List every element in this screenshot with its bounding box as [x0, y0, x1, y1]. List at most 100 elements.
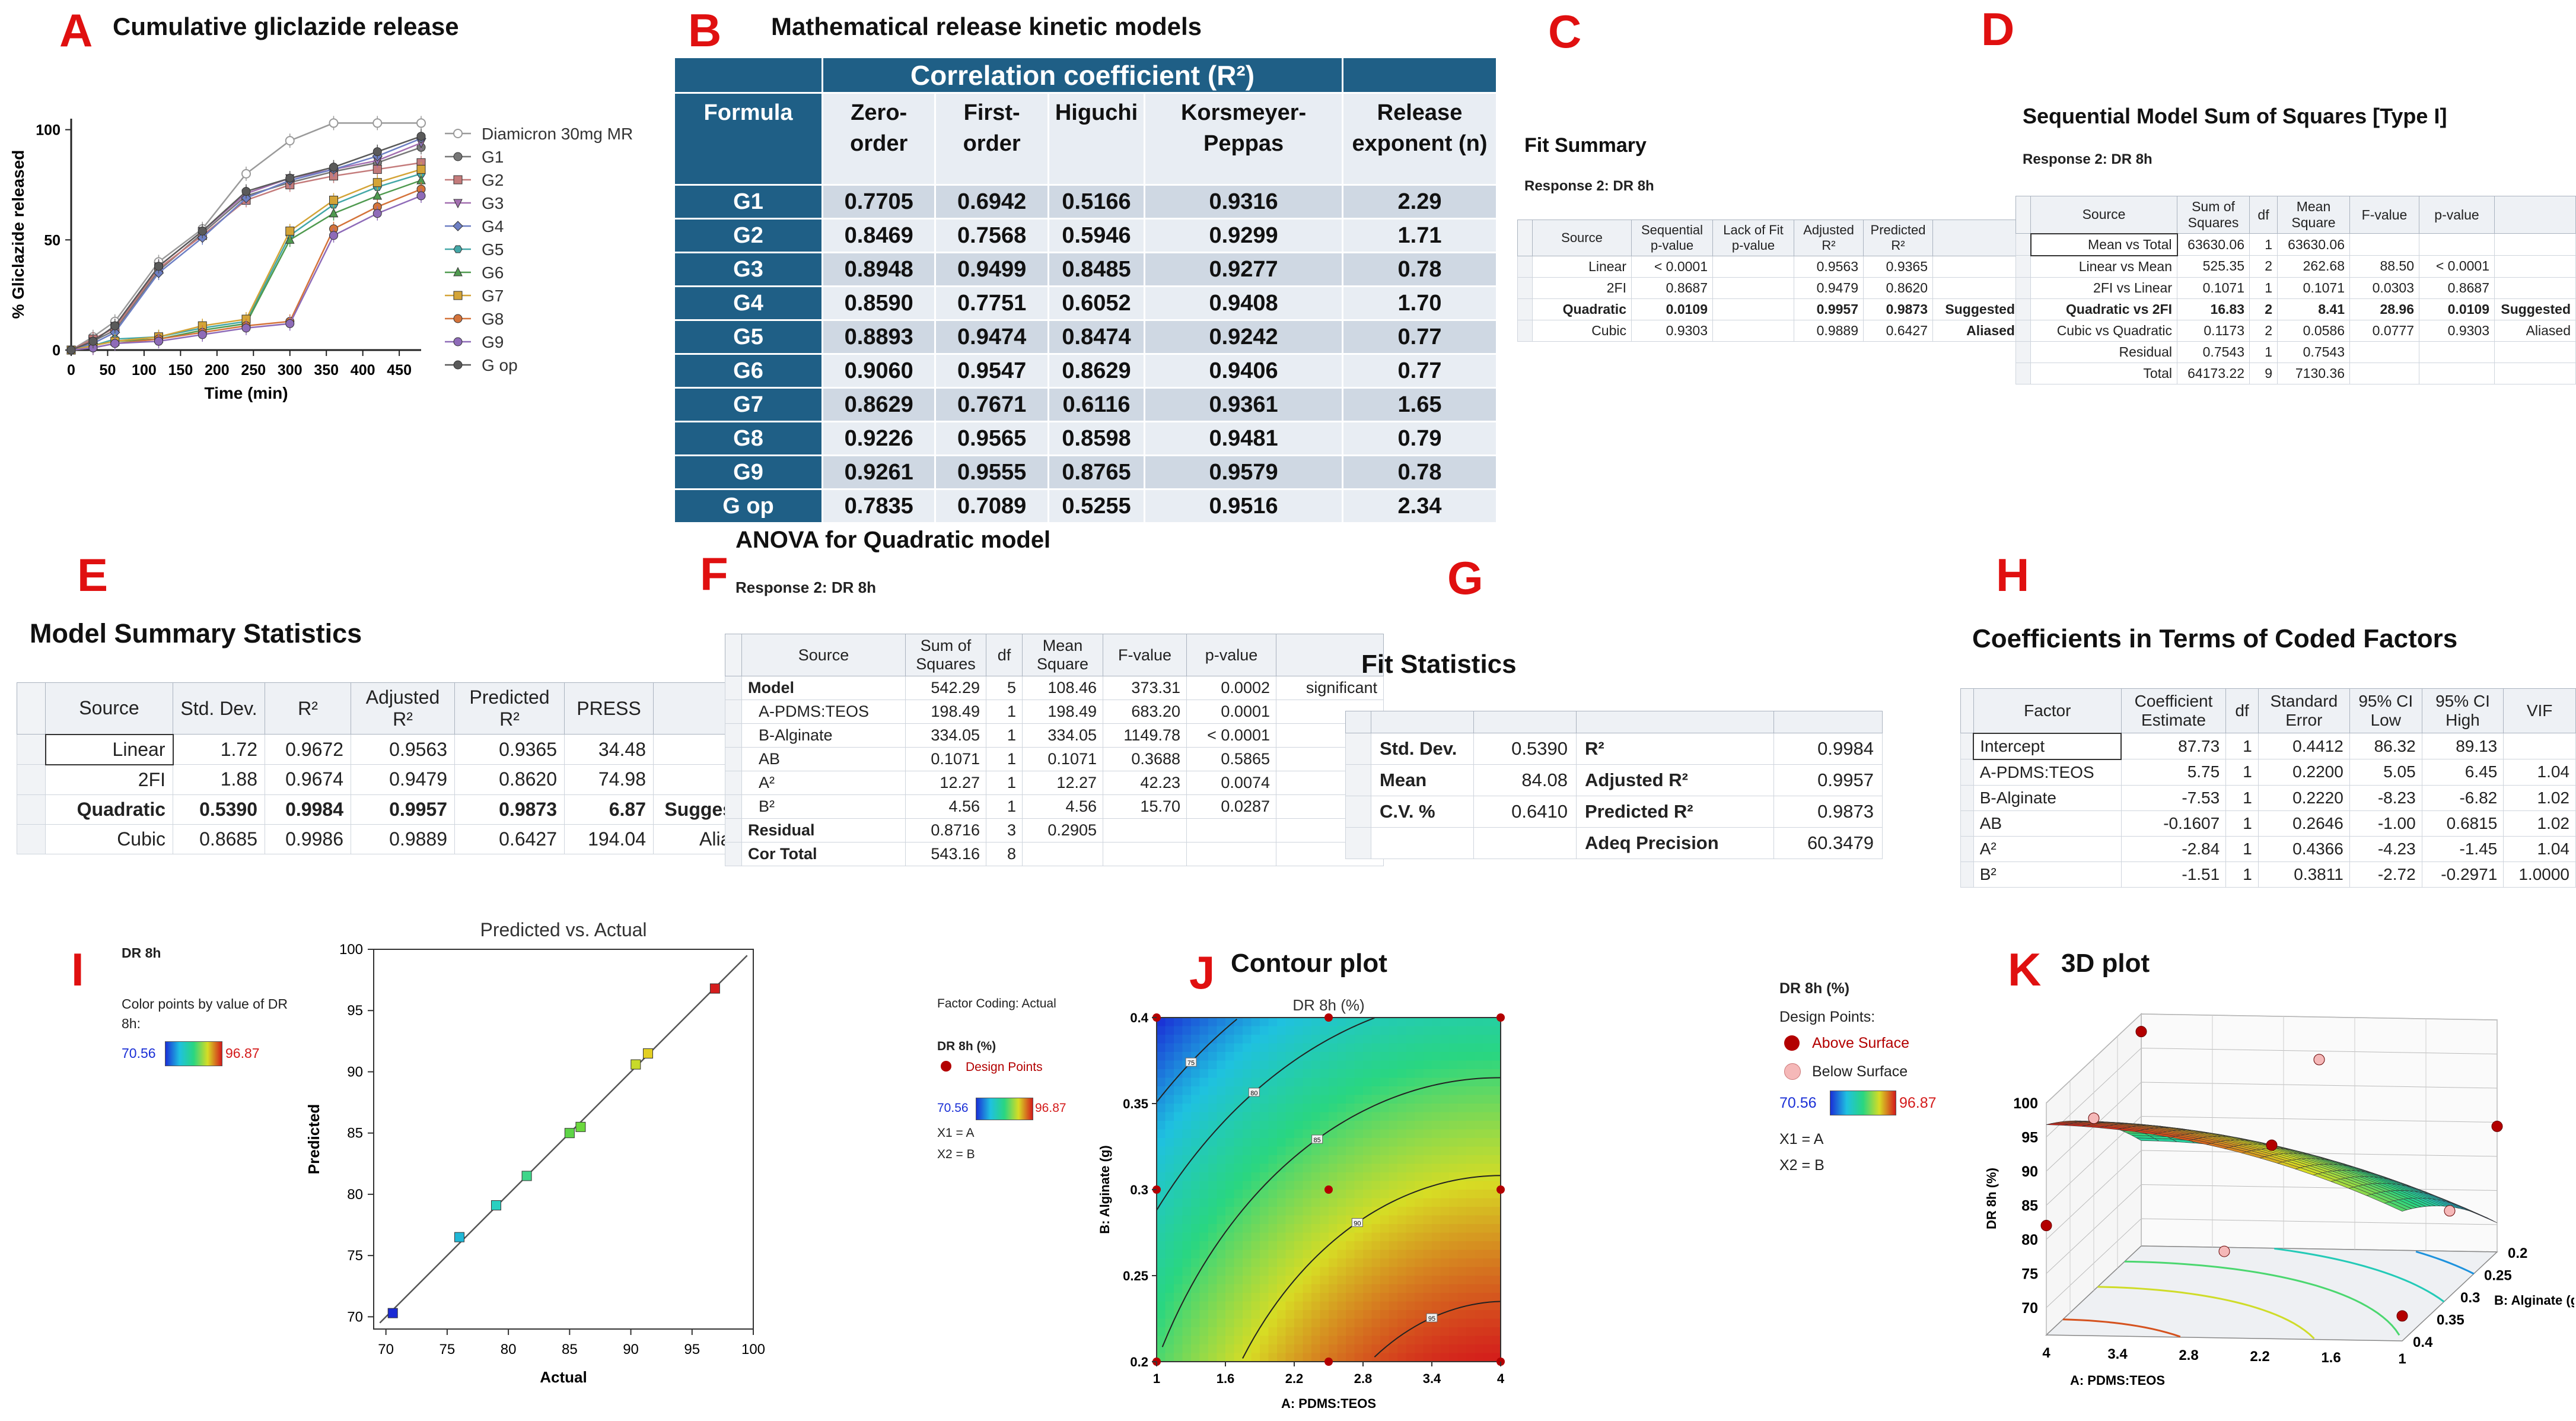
- contour-cell: [1423, 1026, 1432, 1035]
- contour-cell: [1285, 1181, 1295, 1190]
- contour-cell: [1191, 1121, 1201, 1130]
- panel-letter-h: H: [1996, 549, 2030, 601]
- contour-cell: [1251, 1224, 1260, 1234]
- contour-cell: [1380, 1336, 1390, 1345]
- contour-cell: [1251, 1052, 1260, 1061]
- panel-letter-b: B: [688, 4, 722, 56]
- contour-cell: [1182, 1138, 1192, 1147]
- contour-cell: [1225, 1232, 1235, 1242]
- contour-cell: [1380, 1190, 1390, 1199]
- contour-cell: [1457, 1250, 1467, 1259]
- table-cell: -1.45: [2421, 835, 2504, 862]
- contour-cell: [1440, 1241, 1450, 1251]
- contour-cell: [1346, 1258, 1355, 1268]
- table-cell: 0.5865: [1186, 747, 1276, 771]
- contour-cell: [1285, 1241, 1295, 1251]
- contour-cell: [1432, 1250, 1441, 1259]
- contour-cell: [1260, 1284, 1269, 1293]
- contour-cell: [1208, 1077, 1218, 1087]
- contour-cell: [1363, 1035, 1373, 1044]
- contour-cell: [1277, 1138, 1287, 1147]
- contour-cell: [1182, 1018, 1192, 1027]
- contour-line: [1161, 1077, 1501, 1347]
- contour-fill: [1157, 1018, 1501, 1362]
- contour-cell: [1389, 1121, 1398, 1130]
- kinetic-row: G5 0.8893 0.9474 0.8474 0.9242 0.77: [673, 319, 1498, 355]
- contour-cell: [1449, 1104, 1459, 1113]
- row-handle: [2015, 276, 2031, 299]
- series-g6: G6: [66, 173, 504, 354]
- header-blank-2: [1342, 56, 1498, 94]
- contour-cell: [1406, 1224, 1415, 1234]
- contour-cell: [1294, 1043, 1304, 1053]
- contour-cell: [1243, 1198, 1252, 1207]
- table-row: Quadratic 0.5390 0.9984 0.9957 0.9873 6.87 Sug…: [17, 794, 769, 825]
- contour-cell: [1294, 1284, 1304, 1293]
- contour-cell: [1346, 1318, 1355, 1328]
- contour-cell: [1217, 1224, 1226, 1234]
- contour-cell: [1415, 1232, 1424, 1242]
- contour-cell: [1251, 1138, 1260, 1147]
- contour-cell: [1346, 1018, 1355, 1027]
- contour-cell: [1449, 1146, 1459, 1156]
- contour-cell: [1380, 1060, 1390, 1070]
- kinetic-column-header: Higuchi: [1047, 92, 1146, 186]
- contour-cell: [1234, 1327, 1243, 1337]
- contour-cell: [1389, 1077, 1398, 1087]
- contour-cell: [1199, 1086, 1209, 1096]
- contour-cell: [1225, 1077, 1235, 1087]
- table-cell: 0.9889: [351, 824, 455, 854]
- contour-cell: [1483, 1336, 1493, 1345]
- contour-cell: [1371, 1232, 1381, 1242]
- contour-cell: [1165, 1172, 1174, 1182]
- value-cell: 0.9499: [934, 252, 1049, 287]
- contour-cell: [1457, 1241, 1467, 1251]
- column-header: 95% CI Low: [2349, 688, 2422, 733]
- contour-cell: [1475, 1035, 1484, 1044]
- contour-cell: [1191, 1258, 1201, 1268]
- contour-cell: [1354, 1284, 1364, 1293]
- contour-label: 90: [1354, 1220, 1361, 1227]
- table-cell: 88.50: [2349, 255, 2419, 278]
- contour-cell: [1440, 1060, 1450, 1070]
- contour-cell: [1423, 1112, 1432, 1121]
- x-tick-label: 400: [351, 362, 375, 379]
- contour-cell: [1346, 1163, 1355, 1173]
- contour-cell: [1243, 1077, 1252, 1087]
- contour-cell: [1363, 1043, 1373, 1053]
- contour-cell: [1251, 1104, 1260, 1113]
- contour-cell: [1251, 1215, 1260, 1225]
- contour-cell: [1415, 1035, 1424, 1044]
- contour-cell: [1174, 1104, 1183, 1113]
- table-cell: 0.9365: [1863, 256, 1933, 278]
- contour-cell: [1346, 1035, 1355, 1044]
- column-header: F-value: [2349, 196, 2419, 234]
- contour-cell: [1285, 1198, 1295, 1207]
- contour-line: [1156, 1017, 1375, 1211]
- contour-cell: [1346, 1060, 1355, 1070]
- table-cell: 334.05: [905, 723, 986, 748]
- contour-cell: [1191, 1155, 1201, 1165]
- contour-cell: [1475, 1318, 1484, 1328]
- contour-cell: [1492, 1310, 1501, 1320]
- contour-cell: [1217, 1327, 1226, 1337]
- contour-cell: [1243, 1104, 1252, 1113]
- contour-cell: [1260, 1224, 1269, 1234]
- contour-cell: [1440, 1232, 1450, 1242]
- column-header: [1276, 634, 1384, 676]
- contour-cell: [1285, 1138, 1295, 1147]
- contour-cell: [1415, 1155, 1424, 1165]
- table-cell: 0.9563: [351, 734, 455, 765]
- contour-cell: [1311, 1267, 1321, 1276]
- value-cell: 0.77: [1342, 319, 1498, 355]
- contour-cell: [1182, 1207, 1192, 1216]
- contour-cell: [1389, 1129, 1398, 1139]
- column-header: Sum of Squares: [2177, 196, 2250, 234]
- contour-cell: [1285, 1276, 1295, 1285]
- contour-cell: [1397, 1198, 1407, 1207]
- column-header: Predicted R²: [454, 682, 565, 735]
- contour-cell: [1432, 1267, 1441, 1276]
- contour-cell: [1199, 1336, 1209, 1345]
- contour-cell: [1483, 1052, 1493, 1061]
- table-cell: 15.70: [1103, 794, 1187, 819]
